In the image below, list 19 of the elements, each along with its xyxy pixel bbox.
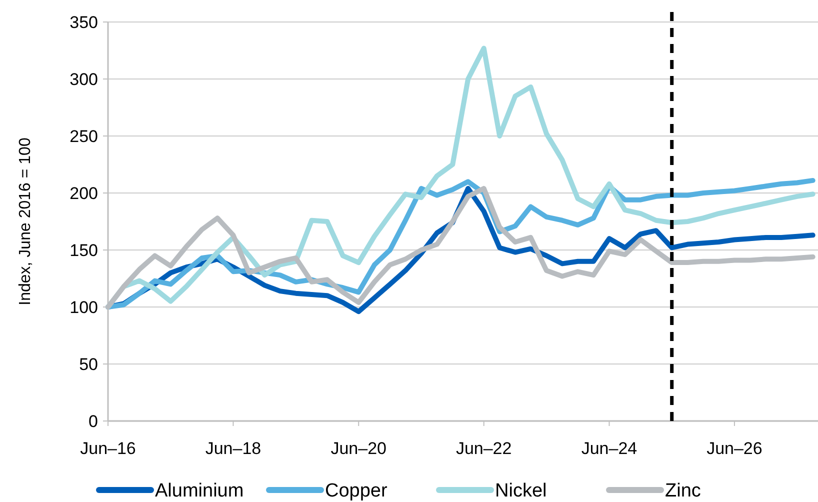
legend-label: Copper: [325, 480, 388, 502]
legend-label: Aluminium: [155, 480, 244, 502]
y-axis-title: Index, June 2016 = 100: [17, 138, 34, 306]
x-tick-label: Jun–26: [706, 439, 762, 458]
y-tick-label: 150: [70, 240, 98, 260]
x-tick-label: Jun–20: [330, 439, 387, 458]
y-tick-label: 250: [70, 126, 98, 146]
y-tick-label: 100: [70, 298, 98, 317]
x-tick-label: Jun–18: [205, 439, 262, 458]
y-tick-label: 300: [70, 70, 98, 89]
y-tick-label: 50: [79, 354, 98, 374]
y-tick-label: 350: [70, 12, 98, 32]
x-tick-label: Jun–16: [80, 439, 136, 458]
legend-label: Zinc: [665, 480, 701, 502]
y-tick-label: 0: [88, 412, 98, 431]
x-tick-label: Jun–24: [581, 439, 638, 458]
legend-label: Nickel: [495, 480, 547, 502]
y-tick-label: 200: [70, 184, 98, 203]
x-tick-label: Jun–22: [456, 439, 512, 458]
